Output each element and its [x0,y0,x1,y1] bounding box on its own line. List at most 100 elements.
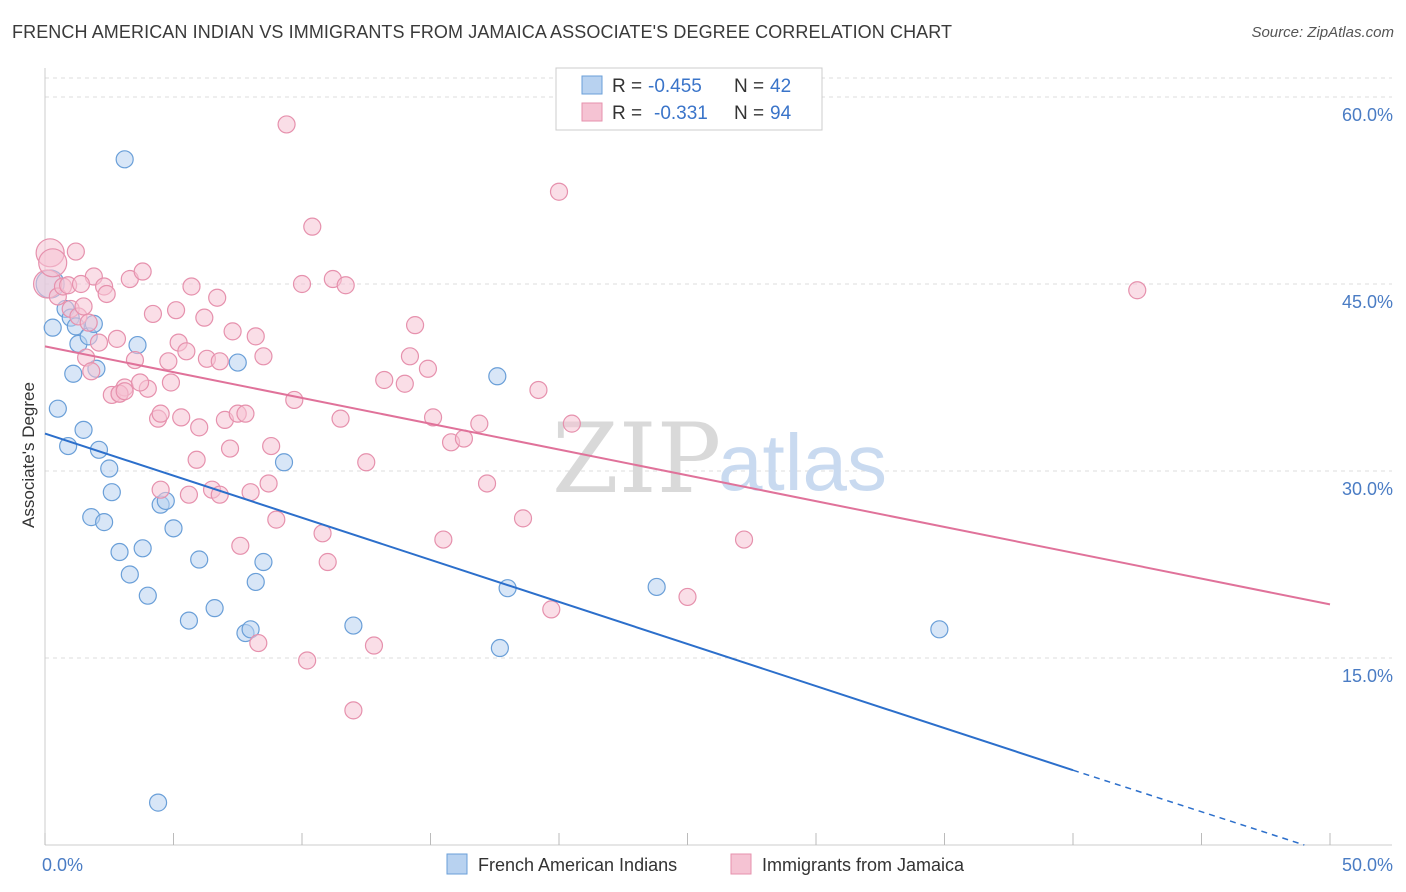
point-immigrants-jamaica-52 [259,474,278,493]
axes [44,68,1392,846]
legend-n-value-2: 94 [770,103,792,124]
point-french-american-indians-14 [89,440,109,459]
point-immigrants-jamaica-44 [223,322,242,341]
trend-line-french-american-indians [44,432,1074,772]
point-french-american-indians-42 [148,793,168,812]
point-immigrants-jamaica-47 [236,404,255,423]
point-french-american-indians-40 [647,577,666,597]
point-french-american-indians-1 [43,318,62,337]
point-immigrants-jamaica-70 [400,347,420,366]
point-immigrants-jamaica-23 [133,262,152,281]
point-immigrants-jamaica-34 [182,277,201,296]
point-french-american-indians-20 [120,565,139,584]
point-french-american-indians-29 [205,599,224,618]
chart-title: FRENCH AMERICAN INDIAN VS IMMIGRANTS FRO… [12,22,953,42]
point-immigrants-jamaica-71 [405,316,425,335]
point-french-american-indians-18 [110,542,129,562]
point-french-american-indians-19 [115,150,134,169]
point-immigrants-jamaica-2 [38,248,68,278]
point-immigrants-jamaica-29 [161,373,181,392]
point-immigrants-jamaica-78 [477,474,497,493]
point-immigrants-jamaica-63 [331,409,350,428]
point-french-american-indians-26 [164,519,183,538]
point-immigrants-jamaica-93 [179,485,199,504]
legend-r-value-2: -0.331 [654,103,708,124]
point-immigrants-jamaica-25 [143,304,163,324]
point-immigrants-jamaica-64 [336,276,355,295]
bottom-legend-label-pink: Immigrants from Jamaica [762,855,965,875]
point-immigrants-jamaica-35 [187,450,206,469]
legend-n-label-2: N = [734,103,764,124]
trend-line-immigrants-jamaica [44,345,1331,606]
bottom-legend-swatch-blue [446,853,468,875]
x-tick-labels: 0.0% 50.0% [42,855,1393,875]
legend-n-value-1: 42 [770,76,791,97]
point-french-american-indians-22 [133,539,152,558]
point-immigrants-jamaica-55 [277,115,296,134]
y-tick-label-0: 15.0% [1342,666,1393,686]
point-immigrants-jamaica-30 [166,301,186,320]
correlation-legend: R = -0.455 N = 42 R = -0.331 N = 94 [555,67,823,131]
point-immigrants-jamaica-66 [357,453,376,472]
point-immigrants-jamaica-77 [470,414,489,433]
point-french-american-indians-41 [930,620,949,639]
point-immigrants-jamaica-7 [66,242,85,261]
point-french-american-indians-28 [190,550,209,569]
point-french-american-indians-34 [254,552,273,572]
point-french-american-indians-37 [488,367,507,386]
watermark-atlas: atlas [718,418,887,507]
point-immigrants-jamaica-32 [172,408,191,427]
gridlines [45,77,1392,659]
series-legend: French American Indians Immigrants from … [446,853,965,875]
point-french-american-indians-2 [48,399,67,418]
point-immigrants-jamaica-92 [71,274,91,294]
point-french-american-indians-32 [241,620,260,639]
point-immigrants-jamaica-41 [210,352,229,371]
point-immigrants-jamaica-58 [298,651,317,670]
legend-swatch-pink [581,102,603,122]
point-immigrants-jamaica-65 [344,701,363,720]
point-french-american-indians-38 [490,638,509,658]
legend-r-label-2: R = [612,103,642,124]
point-french-american-indians-16 [100,459,119,478]
point-immigrants-jamaica-91 [151,480,170,499]
point-immigrants-jamaica-74 [434,530,453,549]
point-immigrants-jamaica-73 [423,408,443,427]
point-immigrants-jamaica-27 [151,404,170,423]
point-immigrants-jamaica-46 [231,536,250,555]
bottom-legend-swatch-pink [730,853,752,875]
trend-line-french-american-indians-extension [1072,769,1305,846]
point-french-american-indians-35 [274,453,294,472]
point-french-american-indians-33 [246,572,265,592]
point-immigrants-jamaica-50 [249,633,268,653]
data-points [32,115,1147,812]
point-immigrants-jamaica-82 [549,182,569,201]
point-french-american-indians-17 [102,483,121,502]
y-tick-label-2: 45.0% [1342,292,1393,312]
point-immigrants-jamaica-9 [74,297,93,316]
point-immigrants-jamaica-16 [97,284,116,304]
bottom-legend-label-blue: French American Indians [478,855,677,875]
point-immigrants-jamaica-53 [262,436,281,456]
point-french-american-indians-23 [138,586,157,605]
point-immigrants-jamaica-79 [513,509,533,528]
point-immigrants-jamaica-86 [1128,281,1147,300]
source-credit: Source: ZipAtlas.com [1251,24,1394,41]
legend-n-label-1: N = [734,76,764,97]
legend-r-label-1: R = [612,76,642,97]
point-french-american-indians-9 [74,420,93,439]
point-immigrants-jamaica-69 [395,374,414,393]
point-immigrants-jamaica-37 [195,308,214,327]
point-immigrants-jamaica-51 [254,347,273,366]
trend-lines [44,345,1331,846]
point-french-american-indians-15 [95,513,114,532]
point-immigrants-jamaica-18 [107,329,127,348]
point-immigrants-jamaica-54 [267,510,286,529]
point-immigrants-jamaica-61 [318,552,337,572]
point-immigrants-jamaica-11 [79,313,98,332]
point-immigrants-jamaica-72 [418,359,438,378]
point-immigrants-jamaica-40 [208,288,227,307]
legend-r-value-1: -0.455 [648,76,702,97]
point-immigrants-jamaica-28 [159,352,178,371]
